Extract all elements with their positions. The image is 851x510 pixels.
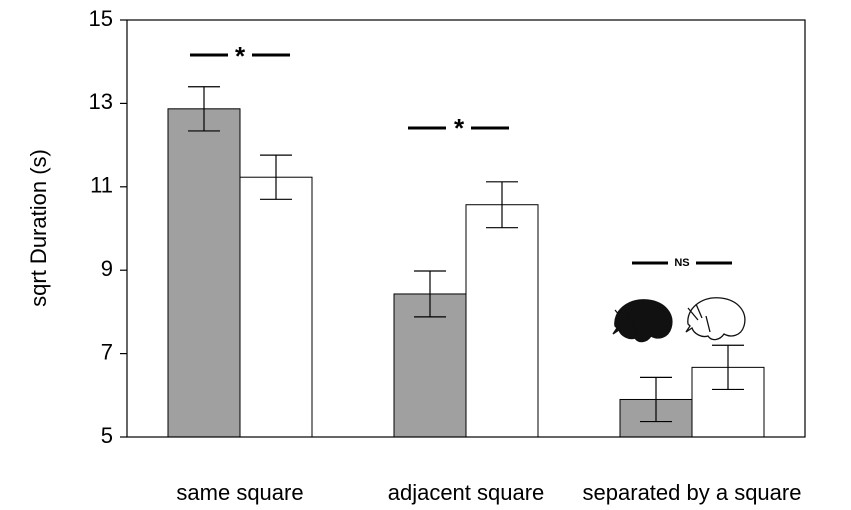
y-tick-label: 11 xyxy=(90,173,113,198)
significance-label: * xyxy=(235,41,246,71)
error-bar xyxy=(712,344,744,391)
y-axis-label: sqrt Duration (s) xyxy=(26,149,51,307)
error-bar xyxy=(260,154,292,200)
y-tick-label: 9 xyxy=(101,256,113,281)
error-bar xyxy=(640,376,672,423)
significance-label: NS xyxy=(674,257,689,269)
y-tick-label: 15 xyxy=(89,6,113,31)
error-bar xyxy=(414,270,446,318)
bar xyxy=(465,204,539,438)
x-tick-label: same square xyxy=(176,480,303,505)
y-tick-label: 7 xyxy=(101,339,113,364)
bar xyxy=(239,176,313,438)
shrimp-icon xyxy=(685,297,746,341)
significance-label: * xyxy=(454,113,465,143)
error-bar xyxy=(486,181,518,229)
bar xyxy=(167,108,241,438)
x-tick-label: adjacent square xyxy=(388,480,545,505)
plot-frame xyxy=(126,19,806,438)
x-tick-label: separated by a square xyxy=(583,480,802,505)
shrimp-icon xyxy=(612,299,673,343)
error-bar xyxy=(188,86,220,132)
y-tick-label: 13 xyxy=(89,89,113,114)
y-tick-label: 5 xyxy=(101,423,113,448)
